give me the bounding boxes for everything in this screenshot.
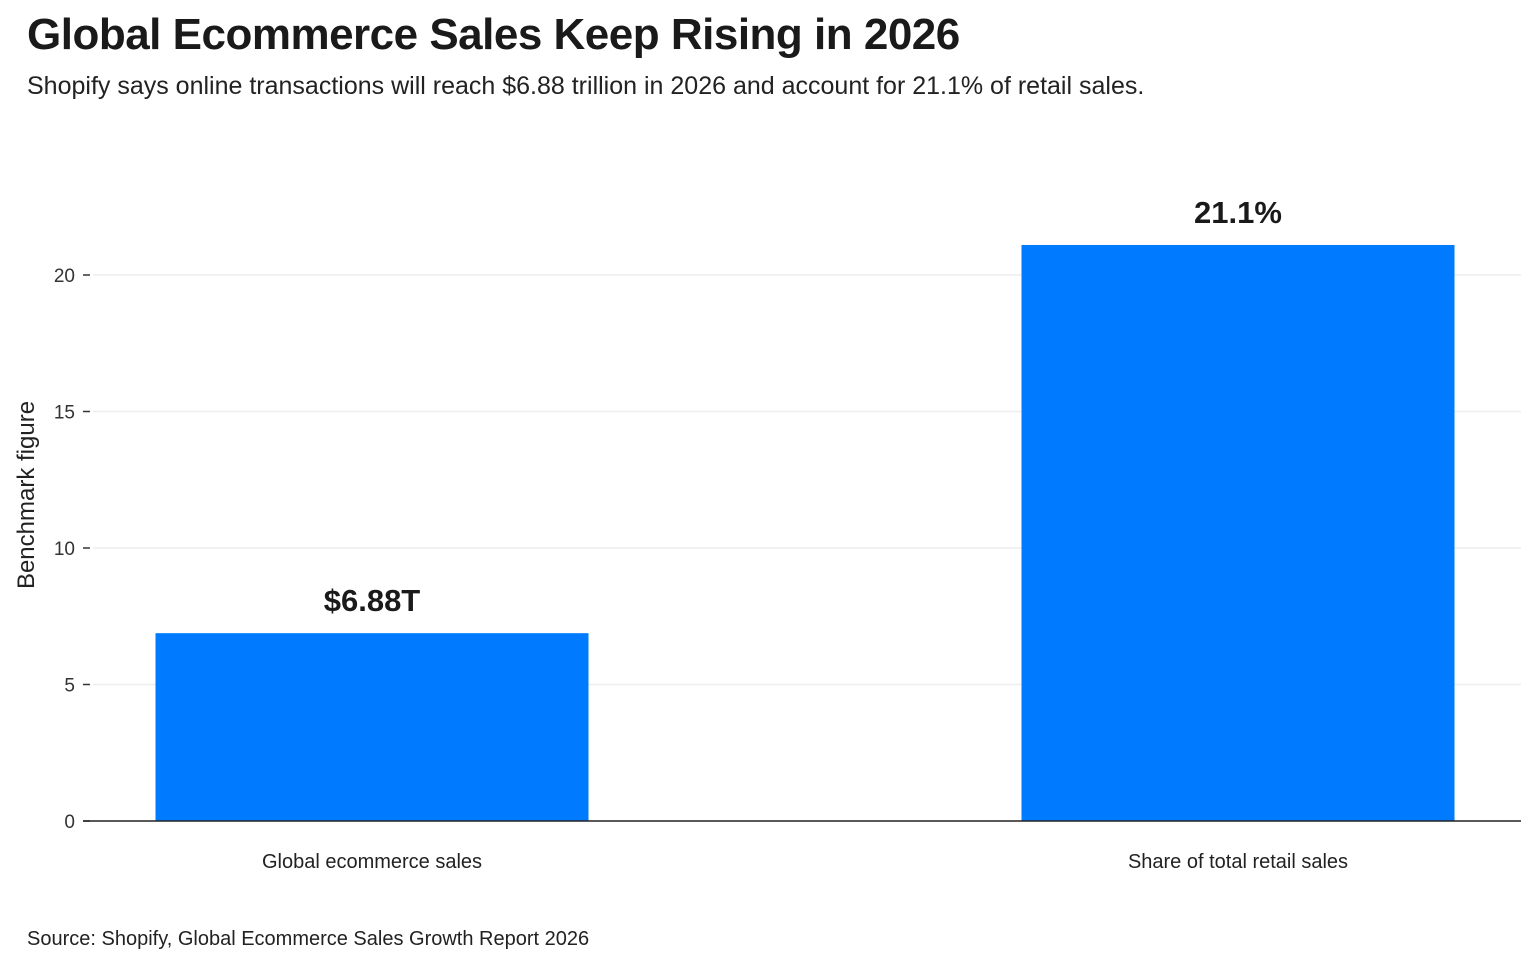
- x-tick-label: Share of total retail sales: [1128, 851, 1348, 873]
- y-tick-label: 10: [54, 539, 75, 560]
- y-tick-label: 15: [54, 403, 75, 424]
- data-label: $6.88T: [324, 583, 421, 618]
- bar: [155, 633, 589, 821]
- y-axis-label: Benchmark figure: [13, 401, 40, 589]
- y-tick-label: 0: [64, 812, 75, 833]
- y-tick-label: 5: [64, 676, 75, 697]
- bar: [1021, 244, 1455, 822]
- source-note: Source: Shopify, Global Ecommerce Sales …: [27, 928, 590, 950]
- chart-subtitle: Shopify says online transactions will re…: [27, 72, 1145, 100]
- x-tick-label: Global ecommerce sales: [262, 851, 482, 873]
- chart-title: Global Ecommerce Sales Keep Rising in 20…: [27, 10, 960, 59]
- y-tick-label: 20: [54, 266, 75, 287]
- data-label: 21.1%: [1194, 195, 1282, 230]
